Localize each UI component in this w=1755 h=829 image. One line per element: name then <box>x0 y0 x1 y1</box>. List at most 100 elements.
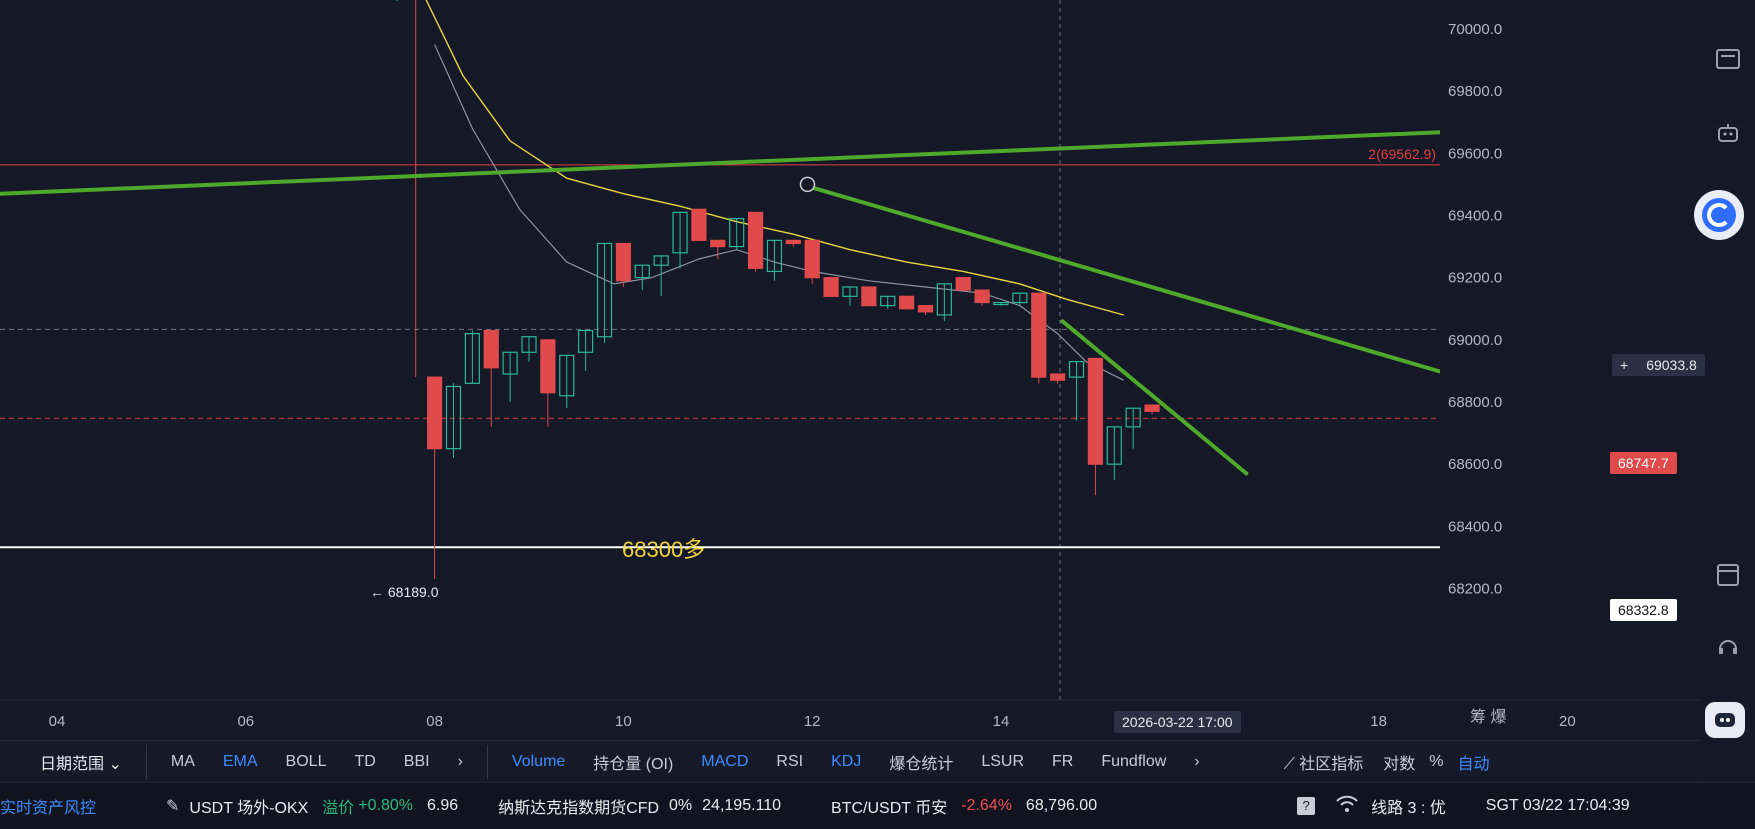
x-tick-label: 06 <box>237 713 254 730</box>
candle <box>672 211 688 254</box>
nasdaq-label[interactable]: 纳斯达克指数期货CFD <box>498 800 660 817</box>
indicator-liquidation[interactable]: 爆仓统计 <box>889 756 954 773</box>
community-label: 社区指标 <box>1299 756 1364 773</box>
candle <box>785 239 801 245</box>
candle <box>747 211 764 269</box>
candle <box>1125 407 1141 428</box>
candle <box>634 264 650 279</box>
candle <box>955 277 971 291</box>
indicator-kdj[interactable]: KDJ <box>831 753 862 770</box>
candle <box>729 218 745 248</box>
candle <box>596 242 613 338</box>
candle <box>1050 373 1066 381</box>
candle <box>483 329 499 369</box>
date-range-dropdown[interactable]: 日期范围 ⌄ <box>40 750 122 774</box>
x-tick-label: 20 <box>1559 713 1576 730</box>
candle <box>653 255 669 266</box>
steep-trend-line <box>1060 319 1249 476</box>
candle <box>710 239 726 248</box>
candle <box>521 336 537 353</box>
candle <box>427 376 443 450</box>
nasdaq-change: 0% <box>669 797 693 814</box>
indicator-lsur[interactable]: LSUR <box>981 753 1025 770</box>
y-tick-label: 69000.0 <box>1448 332 1502 349</box>
candle <box>615 242 632 282</box>
candle <box>691 208 707 241</box>
nasdaq-price: 24,195.110 <box>702 797 782 814</box>
log-scale-toggle[interactable]: 对数 <box>1383 756 1416 773</box>
indicator-ma[interactable]: MA <box>170 753 195 770</box>
indicator-td[interactable]: TD <box>354 753 376 770</box>
btc-change: -2.64% <box>961 797 1012 814</box>
indicator-bbi[interactable]: BBI <box>403 753 430 770</box>
pen-icon[interactable]: ✎ <box>166 798 180 815</box>
y-tick-label: 68200.0 <box>1448 581 1502 598</box>
help-icon[interactable]: ? <box>1297 797 1316 815</box>
candle <box>936 283 952 316</box>
chevron-right-icon[interactable]: › <box>1194 753 1200 770</box>
candle <box>445 385 462 450</box>
candle <box>917 305 934 313</box>
indicator-boll[interactable]: BOLL <box>285 753 327 770</box>
resistance-label: 2(69562.9) <box>1368 146 1436 162</box>
low-price-label: ← 68189.0 <box>370 584 439 600</box>
x-tick-label: 14 <box>993 713 1010 730</box>
percent-scale-toggle[interactable]: % <box>1429 753 1444 770</box>
btc-price: 68,796.00 <box>1025 797 1098 814</box>
candle <box>1106 426 1122 465</box>
community-indicator-button[interactable]: ⟋ 社区指标 <box>1284 750 1364 774</box>
risk-control-link[interactable]: 实时资产风控 <box>0 800 97 817</box>
crosshair-price-box: +69033.8 <box>1612 354 1705 376</box>
premium-value: +0.80% <box>358 797 413 814</box>
ma-slow-line <box>425 0 1124 316</box>
axis-corner-label: 筹 爆 <box>1470 707 1506 726</box>
candle <box>974 289 990 304</box>
premium-price: 6.96 <box>427 797 459 814</box>
indicator-volume[interactable]: Volume <box>511 753 566 770</box>
route-status[interactable]: 线路 3 : 优 <box>1371 800 1446 817</box>
y-tick-label: 68600.0 <box>1448 456 1502 473</box>
candle <box>578 329 594 353</box>
assistant-icon <box>1702 198 1736 232</box>
candle <box>1068 360 1085 378</box>
indicator-fundflow[interactable]: Fundflow <box>1101 753 1167 770</box>
etf-icon[interactable] <box>1713 44 1743 74</box>
chat-bot-icon[interactable] <box>1705 702 1745 738</box>
zone-text: 68300多 <box>622 537 705 562</box>
crosshair-plus-icon: + <box>1620 357 1629 373</box>
chevron-down-icon: ⌄ <box>108 756 122 773</box>
candle <box>766 239 783 273</box>
date-range-label: 日期范围 <box>40 756 105 773</box>
candlestick-chart[interactable]: 70000.0 69800.0 69600.0 69400.0 69200.0 69000… <box>0 0 1755 740</box>
assistant-button[interactable] <box>1694 190 1744 240</box>
indicator-macd[interactable]: MACD <box>701 753 749 770</box>
y-tick-label: 69800.0 <box>1448 83 1502 100</box>
toolbar-divider <box>486 745 488 779</box>
crosshair-time-box: 2026-03-22 17:00 <box>1114 711 1241 733</box>
x-tick-label: 08 <box>426 713 443 730</box>
support-price-box: 68332.8 <box>1610 599 1677 621</box>
indicator-rsi[interactable]: RSI <box>776 753 804 770</box>
last-price-box: 68747.7 <box>1610 452 1677 474</box>
x-tick-label: 10 <box>615 713 632 730</box>
otc-label: USDT 场外-OKX <box>189 800 309 817</box>
x-tick-label: 04 <box>49 713 66 730</box>
y-tick-label: 69200.0 <box>1448 270 1502 287</box>
indicator-toolbar: 日期范围 ⌄ MA EMA BOLL TD BBI › Volume 持仓量 (… <box>0 740 1700 783</box>
candle <box>464 333 480 384</box>
candle <box>823 277 839 297</box>
clock: SGT 03/22 17:04:39 <box>1485 797 1630 814</box>
edit-icon: ⟋ <box>1283 756 1295 773</box>
support-icon[interactable] <box>1713 632 1743 662</box>
candle <box>898 295 915 310</box>
chevron-right-icon[interactable]: › <box>457 753 463 770</box>
y-tick-label: 68800.0 <box>1448 394 1502 411</box>
layout-icon[interactable] <box>1713 560 1743 590</box>
indicator-fr[interactable]: FR <box>1052 753 1074 770</box>
btc-label[interactable]: BTC/USDT 币安 <box>831 800 948 817</box>
auto-scale-toggle[interactable]: 自动 <box>1457 756 1490 773</box>
candle <box>559 354 575 397</box>
robot-icon[interactable] <box>1713 118 1743 148</box>
indicator-oi[interactable]: 持仓量 (OI) <box>593 756 674 773</box>
indicator-ema[interactable]: EMA <box>222 753 258 770</box>
